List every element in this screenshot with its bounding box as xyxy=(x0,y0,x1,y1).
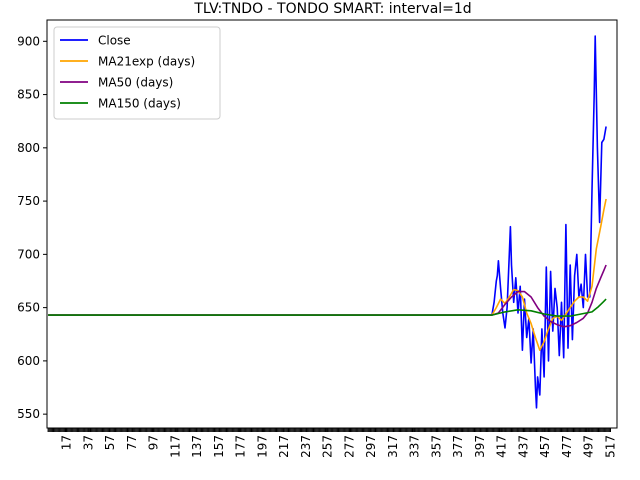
x-tick-label: 517 xyxy=(603,435,617,458)
x-tick-label: 217 xyxy=(277,435,291,458)
y-tick-label: 700 xyxy=(17,247,40,261)
legend-label: Close xyxy=(98,34,131,48)
x-tick-label: 237 xyxy=(299,435,313,458)
y-tick-label: 850 xyxy=(17,88,40,102)
x-tick-label: 497 xyxy=(582,435,596,458)
y-tick-label: 600 xyxy=(17,354,40,368)
x-tick-label: 357 xyxy=(429,435,443,458)
x-tick-label: 297 xyxy=(364,435,378,458)
legend-label: MA50 (days) xyxy=(98,76,173,90)
y-tick-label: 650 xyxy=(17,301,40,315)
x-tick-label: 177 xyxy=(234,435,248,458)
x-tick-label: 397 xyxy=(473,435,487,458)
x-tick-label: 277 xyxy=(342,435,356,458)
x-tick-label: 477 xyxy=(560,435,574,458)
x-tick-label: 457 xyxy=(538,435,552,458)
y-tick-label: 900 xyxy=(17,34,40,48)
x-tick-label: 417 xyxy=(495,435,509,458)
x-tick-label: 37 xyxy=(81,435,95,450)
x-tick-label: 97 xyxy=(147,435,161,450)
y-axis: 550 600 650 700 750 800 850 900 xyxy=(17,34,47,421)
x-axis: 17 37 57 77 97 117 137 157 177 197 217 237 257 277 297… xyxy=(48,428,617,458)
x-tick-label: 337 xyxy=(408,435,422,458)
x-tick-label: 117 xyxy=(168,435,182,458)
legend: Close MA21exp (days) MA50 (days) MA150 (day… xyxy=(54,27,220,119)
chart-title: TLV:TNDO - TONDO SMART: interval=1d xyxy=(193,1,471,17)
y-tick-label: 550 xyxy=(17,407,40,421)
x-tick-label: 377 xyxy=(451,435,465,458)
y-tick-label: 800 xyxy=(17,141,40,155)
x-tick-label: 257 xyxy=(321,435,335,458)
x-tick-label: 317 xyxy=(386,435,400,458)
x-tick-label: 157 xyxy=(212,435,226,458)
series-line xyxy=(48,299,606,316)
x-tick-label: 17 xyxy=(60,435,74,450)
x-tick-label: 77 xyxy=(125,435,139,450)
x-tick-label: 137 xyxy=(190,435,204,458)
x-tick-label: 197 xyxy=(255,435,269,458)
x-tick-label: 57 xyxy=(103,435,117,450)
x-minor-ticks xyxy=(48,428,610,432)
y-tick-label: 750 xyxy=(17,194,40,208)
x-tick-label: 437 xyxy=(516,435,530,458)
legend-label: MA21exp (days) xyxy=(98,55,195,69)
legend-label: MA150 (days) xyxy=(98,97,181,111)
